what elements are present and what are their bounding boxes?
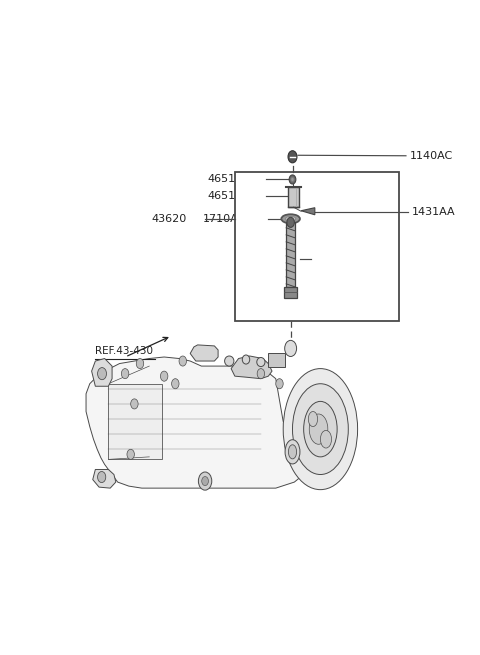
Bar: [286, 222, 295, 287]
Ellipse shape: [257, 358, 265, 367]
Polygon shape: [190, 345, 218, 361]
Ellipse shape: [286, 216, 296, 221]
Polygon shape: [86, 357, 305, 488]
Text: 43620: 43620: [151, 214, 186, 224]
Ellipse shape: [242, 355, 250, 364]
Bar: [268, 353, 285, 367]
Text: 46512: 46512: [313, 253, 348, 264]
Ellipse shape: [292, 384, 348, 474]
Ellipse shape: [321, 430, 332, 448]
Bar: [284, 287, 297, 298]
Circle shape: [131, 399, 138, 409]
Circle shape: [276, 379, 283, 389]
Text: REF.43-430: REF.43-430: [96, 346, 153, 356]
Polygon shape: [301, 208, 315, 215]
Bar: [235, 172, 398, 321]
Circle shape: [97, 472, 106, 483]
Ellipse shape: [283, 369, 358, 490]
Text: 46514: 46514: [207, 174, 242, 185]
Ellipse shape: [304, 402, 337, 457]
Ellipse shape: [281, 214, 300, 223]
Circle shape: [287, 217, 294, 227]
Circle shape: [285, 341, 297, 356]
Circle shape: [288, 151, 297, 163]
Text: 1140AC: 1140AC: [410, 151, 453, 160]
Ellipse shape: [288, 445, 297, 459]
Circle shape: [289, 175, 296, 184]
Text: 1710AJ: 1710AJ: [204, 214, 242, 224]
Circle shape: [121, 369, 129, 379]
Ellipse shape: [285, 440, 300, 464]
Circle shape: [136, 358, 144, 369]
Circle shape: [291, 178, 294, 181]
Polygon shape: [92, 358, 112, 386]
Bar: [288, 187, 299, 207]
Circle shape: [127, 449, 134, 459]
Circle shape: [179, 356, 186, 366]
Circle shape: [257, 369, 264, 379]
Circle shape: [202, 477, 208, 485]
Text: 46510: 46510: [207, 191, 242, 200]
Circle shape: [198, 472, 212, 490]
Bar: [108, 384, 162, 459]
Circle shape: [160, 371, 168, 381]
Circle shape: [172, 379, 179, 389]
Circle shape: [97, 367, 107, 380]
Ellipse shape: [309, 414, 328, 444]
Ellipse shape: [308, 411, 318, 426]
Polygon shape: [93, 470, 116, 488]
Polygon shape: [231, 356, 272, 379]
Ellipse shape: [225, 356, 234, 366]
Text: 1431AA: 1431AA: [411, 207, 455, 217]
